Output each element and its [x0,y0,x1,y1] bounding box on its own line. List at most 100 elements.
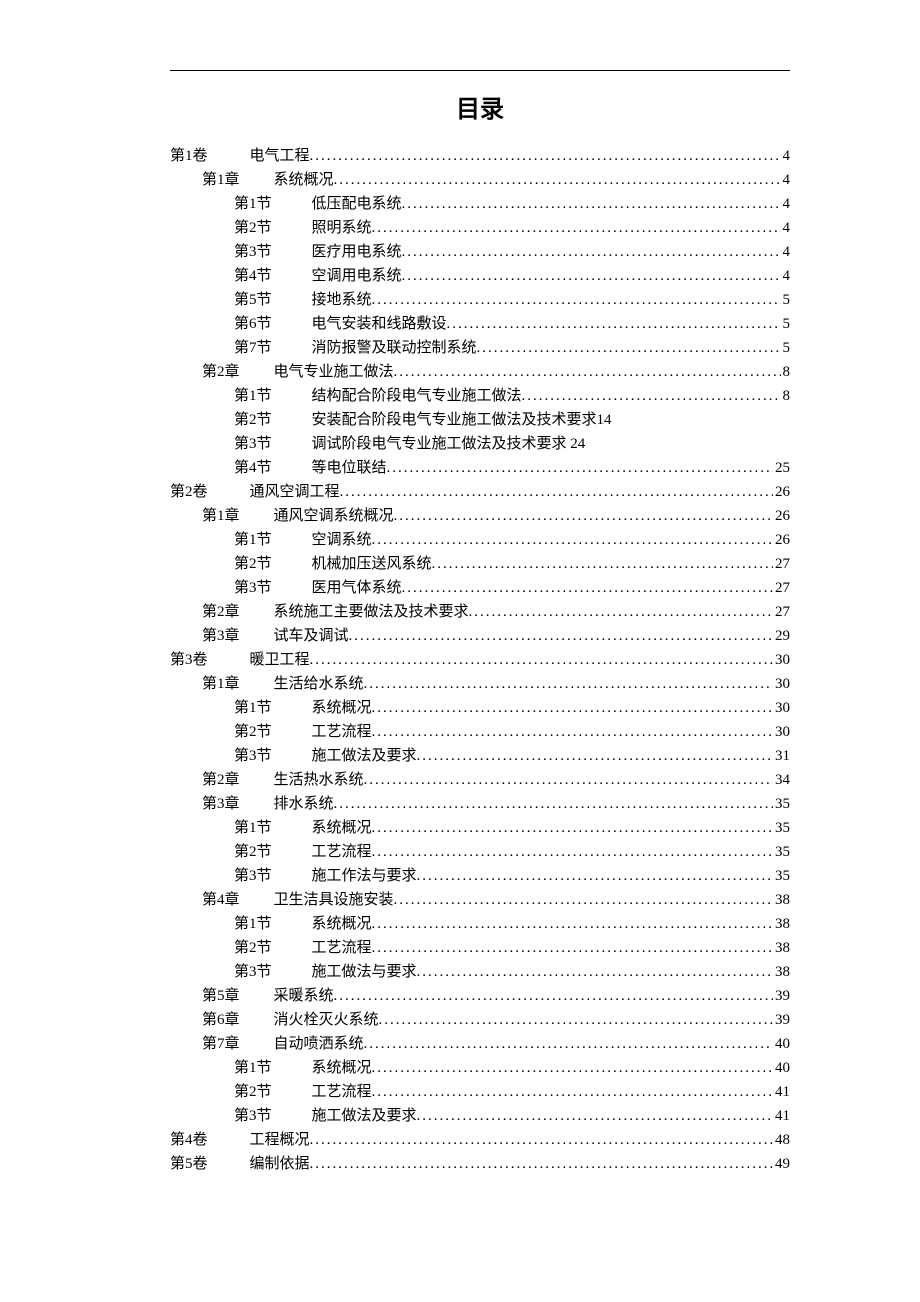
toc-entry-page: 34 [773,768,790,792]
toc-entry-leader [310,1152,773,1176]
toc-entry-page: 41 [773,1080,790,1104]
toc-entry-label: 第4卷 [170,1128,208,1152]
toc-entry: 第3节施工作法与要求 35 [170,864,790,888]
toc-entry: 第1节系统概况 40 [170,1056,790,1080]
toc-entry-title: 通风空调系统概况 [274,504,394,528]
toc-entry: 第2节 照明系统 4 [170,216,790,240]
toc-entry-label: 第5章 [202,984,240,1008]
toc-entry: 第1章系统概况 4 [170,168,790,192]
page: 目录 第1卷电气工程 4第1章系统概况 4第1节低压配电系统 4第2节照明系统 … [0,0,920,1256]
toc-entry-label: 第1节 [234,696,272,720]
toc-entry-label: 第6节 [234,312,272,336]
toc-entry-page: 39 [773,1008,790,1032]
toc-entry-label: 第3节 [234,240,272,264]
toc-entry-leader [364,768,773,792]
toc-entry-leader [402,192,781,216]
toc-entry-page: 5 [781,336,791,360]
toc-entry-title: 施工做法及要求 [312,744,417,768]
toc-entry-title: 空调系统 [312,528,372,552]
toc-entry-page: 27 [773,576,790,600]
toc-entry-leader [372,912,773,936]
toc-entry-page: 5 [781,288,791,312]
toc-entry-title: 系统概况 [312,816,372,840]
toc-entry-label: 第4节 [234,456,272,480]
toc-entry-label: 第2节 [234,1080,272,1104]
toc-entry-page: 4 [781,144,791,168]
toc-entry-page: 35 [773,792,790,816]
toc-entry: 第2节工艺流程 30 [170,720,790,744]
toc-entry: 第4节空调用电系统 4 [170,264,790,288]
toc-entry: 第3节施工做法及要求 31 [170,744,790,768]
toc-entry-label: 第2节 [234,936,272,960]
toc-entry-title: 安装配合阶段电气专业施工做法及技术要求14 [312,408,612,432]
toc-entry-title: 电气专业施工做法 [274,360,394,384]
toc-entry-leader [372,840,773,864]
toc-entry-leader [417,864,773,888]
toc-entry: 第3卷暖卫工程 30 [170,648,790,672]
toc-entry-title: 消防报警及联动控制系统 [312,336,477,360]
toc-entry-title: 医疗用电系统 [312,240,402,264]
toc-entry-leader [394,360,781,384]
toc-entry: 第1节低压配电系统 4 [170,192,790,216]
toc-entry-leader [334,168,781,192]
toc-entry-label: 第2章 [202,768,240,792]
toc-entry-page: 40 [773,1056,790,1080]
toc-entry-page: 39 [773,984,790,1008]
toc-entry-label: 第1节 [234,384,272,408]
toc-entry-page: 27 [773,600,790,624]
toc-entry-label: 第7节 [234,336,272,360]
toc-entry-label: 第3节 [234,864,272,888]
toc-entry-title: 照明系统 [312,216,372,240]
toc-entry: 第2节工艺流程 35 [170,840,790,864]
toc-entry-title: 采暖系统 [274,984,334,1008]
toc-entry-leader [432,552,773,576]
toc-entry-title: 工艺流程 [312,720,372,744]
toc-entry-title: 系统概况 [274,168,334,192]
toc-entry-label: 第2节 [234,216,272,240]
toc-entry: 第1节结构配合阶段电气专业施工做法 8 [170,384,790,408]
toc-entry-page: 4 [781,216,791,240]
toc-entry-label: 第2章 [202,600,240,624]
toc-entry-label: 第5卷 [170,1152,208,1176]
toc-entry: 第1节系统概况 35 [170,816,790,840]
toc-entry-page: 30 [773,672,790,696]
toc-entry-page: 49 [773,1152,790,1176]
toc-entry-leader [477,336,781,360]
toc-entry-page: 26 [773,504,790,528]
toc-entry-leader [310,144,781,168]
toc-entry: 第1章通风空调系统概况 26 [170,504,790,528]
toc-entry-label: 第4节 [234,264,272,288]
toc-entry-leader [372,1056,773,1080]
toc-entry: 第1节系统概况 38 [170,912,790,936]
toc-entry-title: 结构配合阶段电气专业施工做法 [312,384,522,408]
toc-entry-leader [402,264,781,288]
toc-entry-label: 第1节 [234,192,272,216]
toc-entry-leader [334,984,773,1008]
toc-entry-label: 第1章 [202,168,240,192]
toc-entry-leader [364,1032,773,1056]
toc-entry-leader [372,528,773,552]
toc-entry-title: 电气工程 [250,144,310,168]
toc-entry-leader [417,1104,773,1128]
toc-entry-label: 第2节 [234,552,272,576]
toc-entry-title: 工程概况 [250,1128,310,1152]
toc-entry-label: 第1节 [234,816,272,840]
toc-entry-title: 系统概况 [312,1056,372,1080]
toc-entry-leader [372,216,781,240]
toc-entry-page: 4 [781,240,791,264]
toc-entry-page: 4 [781,264,791,288]
toc-entry: 第7章自动喷洒系统 40 [170,1032,790,1056]
toc-entry-page: 29 [773,624,790,648]
toc-entry-title: 生活给水系统 [274,672,364,696]
toc-entry-title: 工艺流程 [312,1080,372,1104]
toc-entry-page: 5 [781,312,791,336]
toc-entry: 第4章卫生洁具设施安装 38 [170,888,790,912]
toc-entry-leader [447,312,781,336]
toc-entry: 第1章生活给水系统 30 [170,672,790,696]
toc-entry-label: 第2节 [234,720,272,744]
toc-entry: 第3节医用气体系统 27 [170,576,790,600]
toc-entry-page: 40 [773,1032,790,1056]
toc-entry-leader [379,1008,773,1032]
toc-entry: 第3节 医疗用电系统 4 [170,240,790,264]
toc-entry-leader [310,1128,773,1152]
